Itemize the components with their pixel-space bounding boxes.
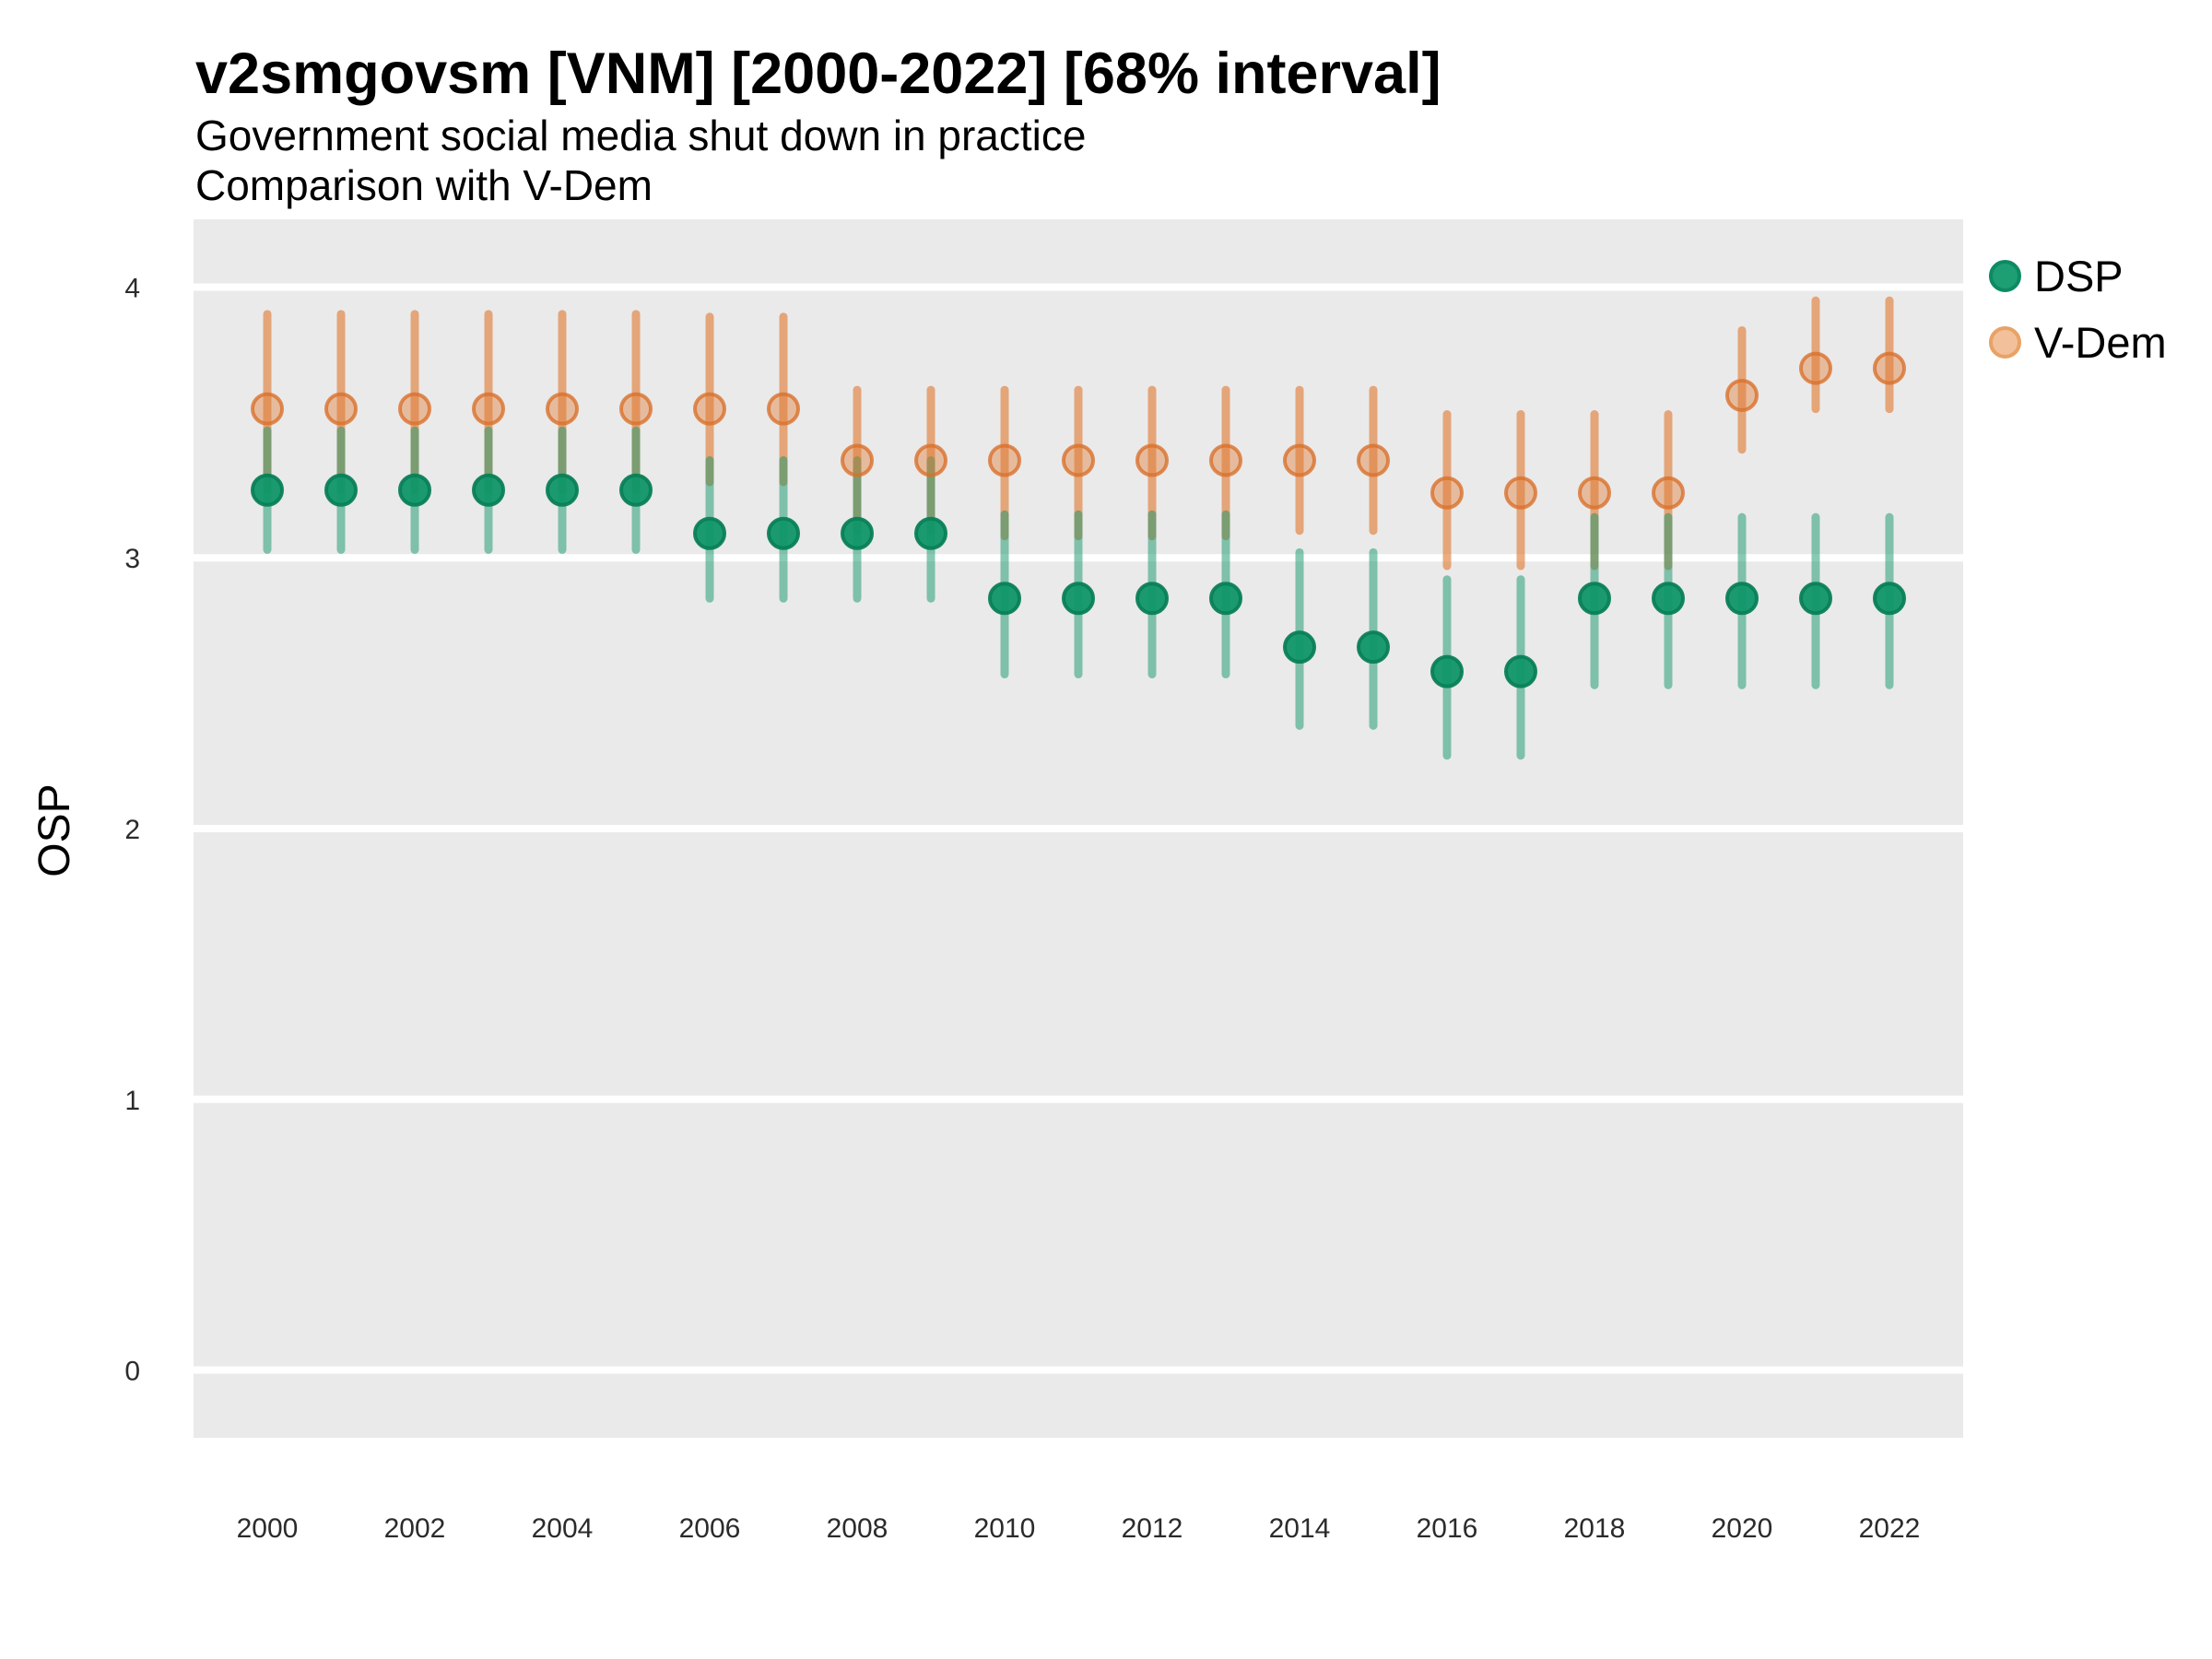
legend-dot-dsp-icon (1989, 260, 2021, 292)
x-tick-label-2010: 2010 (974, 1513, 1036, 1544)
vdem-point-2021 (1799, 351, 1832, 385)
dsp-point-2016 (1430, 654, 1464, 688)
vdem-point-2006 (693, 392, 726, 426)
x-tick-label-2004: 2004 (532, 1513, 594, 1544)
dsp-point-2019 (1652, 582, 1685, 616)
dsp-point-2001 (324, 473, 358, 507)
vdem-point-2018 (1578, 476, 1611, 510)
dsp-point-2022 (1873, 582, 1906, 616)
dsp-point-2008 (841, 516, 874, 550)
vdem-point-2012 (1135, 443, 1169, 477)
dsp-point-2003 (472, 473, 505, 507)
vdem-point-2002 (398, 392, 431, 426)
x-tick-label-2002: 2002 (384, 1513, 446, 1544)
vdem-point-2022 (1873, 351, 1906, 385)
legend-dot-vdem-icon (1989, 326, 2021, 359)
y-tick-label-1: 1 (124, 1086, 140, 1116)
dsp-point-2015 (1357, 630, 1390, 665)
dsp-point-2011 (1062, 582, 1095, 616)
vdem-point-2017 (1504, 476, 1537, 510)
dsp-point-2017 (1504, 654, 1537, 688)
x-tick-label-2006: 2006 (679, 1513, 741, 1544)
vdem-point-2003 (472, 392, 505, 426)
chart-subtitle-2: Comparison with V-Dem (195, 161, 653, 209)
y-tick-label-4: 4 (124, 273, 140, 303)
x-tick-label-2016: 2016 (1417, 1513, 1478, 1544)
x-tick-label-2014: 2014 (1269, 1513, 1331, 1544)
x-tick-label-2018: 2018 (1564, 1513, 1626, 1544)
vdem-point-2016 (1430, 476, 1464, 510)
dsp-point-2021 (1799, 582, 1832, 616)
vdem-point-2000 (251, 392, 284, 426)
vdem-point-2008 (841, 443, 874, 477)
y-tick-label-3: 3 (124, 544, 140, 574)
dsp-point-2002 (398, 473, 431, 507)
legend-item-vdem: V-Dem (1989, 321, 2167, 364)
x-tick-label-2012: 2012 (1122, 1513, 1183, 1544)
dsp-point-2010 (988, 582, 1021, 616)
y-tick-label-2: 2 (124, 815, 140, 845)
dsp-point-2009 (914, 516, 947, 550)
x-tick-label-2022: 2022 (1859, 1513, 1921, 1544)
dsp-point-2018 (1578, 582, 1611, 616)
dsp-point-2004 (546, 473, 579, 507)
vdem-point-2001 (324, 392, 358, 426)
vdem-point-2010 (988, 443, 1021, 477)
dsp-point-2006 (693, 516, 726, 550)
vdem-point-2015 (1357, 443, 1390, 477)
x-tick-label-2000: 2000 (237, 1513, 299, 1544)
vdem-point-2005 (619, 392, 653, 426)
x-tick-label-2020: 2020 (1712, 1513, 1773, 1544)
legend-label-dsp: DSP (2034, 252, 2124, 300)
dsp-point-2020 (1725, 582, 1759, 616)
vdem-point-2011 (1062, 443, 1095, 477)
vdem-point-2014 (1283, 443, 1316, 477)
dsp-point-2014 (1283, 630, 1316, 665)
legend-label-vdem: V-Dem (2034, 318, 2167, 367)
chart-title: v2smgovsm [VNM] [2000-2022] [68% interva… (195, 41, 1441, 106)
vdem-point-2007 (767, 392, 800, 426)
vdem-point-2009 (914, 443, 947, 477)
legend-item-dsp: DSP (1989, 254, 2167, 298)
vdem-point-2020 (1725, 378, 1759, 412)
dsp-point-2007 (767, 516, 800, 550)
dsp-point-2013 (1209, 582, 1242, 616)
chart-subtitle: Government social media shut down in pra… (195, 112, 1087, 159)
dsp-point-2012 (1135, 582, 1169, 616)
vdem-point-2013 (1209, 443, 1242, 477)
dsp-point-2005 (619, 473, 653, 507)
vdem-point-2004 (546, 392, 579, 426)
x-tick-label-2008: 2008 (827, 1513, 888, 1544)
vdem-point-2019 (1652, 476, 1685, 510)
y-axis-title: OSP (30, 783, 79, 877)
y-tick-label-0: 0 (124, 1357, 140, 1387)
legend: DSP V-Dem (1989, 254, 2167, 364)
dsp-point-2000 (251, 473, 284, 507)
